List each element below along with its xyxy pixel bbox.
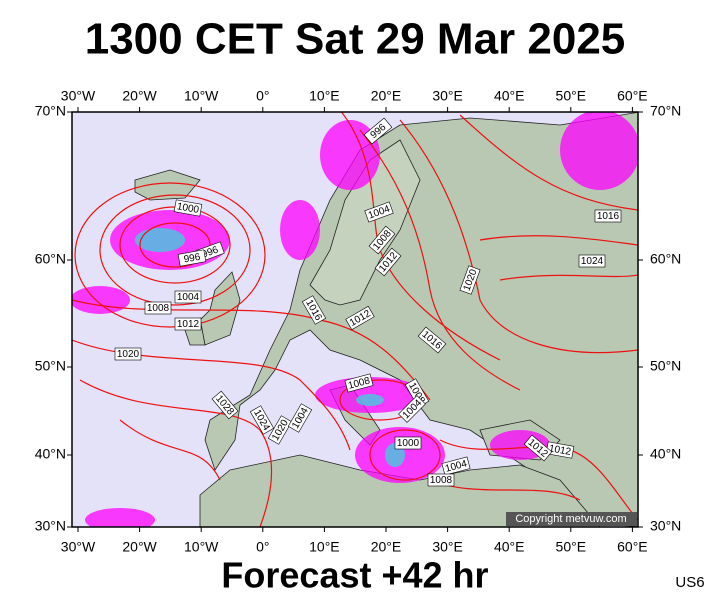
lon-label-top: 30°W <box>61 88 96 104</box>
isobar-label-box <box>173 199 203 217</box>
map-frame <box>71 111 639 528</box>
lat-label-left: 70°N <box>35 103 66 119</box>
isobar-label-text: 1008 <box>430 475 453 486</box>
isobar-label-box <box>363 117 393 145</box>
isobar-label: 1008 <box>427 473 455 487</box>
isobar-label-text: 1012 <box>548 443 572 458</box>
isobar-label-box <box>417 326 447 354</box>
isobar-label-box <box>174 317 202 331</box>
copyright: Copyright metvuw.com <box>515 513 626 525</box>
lon-label-top: 40°E <box>494 88 525 104</box>
lon-label-top: 0° <box>256 88 269 104</box>
isobar-label-text: 1024 <box>581 256 604 267</box>
isobar-label-box <box>344 373 374 393</box>
lon-label-bottom: 40°E <box>494 539 525 555</box>
isobar-label-box <box>374 247 402 277</box>
isobar-label-box <box>427 473 455 487</box>
isobar-label: 1008 <box>344 373 374 393</box>
axes: 30°W 30°W 20°W 20°W 10°W 10°W 0° 0° 10°E 10°E 20°E… <box>35 88 682 555</box>
isobar-label-box <box>249 405 275 435</box>
isobar-label-box <box>364 201 394 223</box>
isobar-label-box <box>177 249 207 267</box>
lat-label-left: 40°N <box>35 446 66 462</box>
isobar-label-box <box>287 403 313 433</box>
isobar-label-box <box>144 301 172 315</box>
isobar-label: 1000 <box>394 436 422 450</box>
isobar-label-box <box>578 254 606 268</box>
isobar-label-box <box>441 456 471 476</box>
isobar-label-text: 996 <box>183 252 202 266</box>
lon-label-top: 30°E <box>432 88 463 104</box>
isobar-label-text: 1016 <box>597 211 620 222</box>
lon-label-bottom: 0° <box>256 539 269 555</box>
isobar-label: 1020 <box>114 347 142 361</box>
isobar-label: 1004 <box>174 290 202 304</box>
copyright-box <box>506 512 637 526</box>
lat-label-right: 40°N <box>650 446 681 462</box>
lon-label-bottom: 20°W <box>122 539 157 555</box>
lat-label-left: 60°N <box>35 251 66 267</box>
lat-label-left: 30°N <box>35 518 66 534</box>
lon-label-bottom: 60°E <box>617 539 648 555</box>
isobar-label-box <box>114 347 142 361</box>
isobar-label: 1012 <box>174 317 202 331</box>
isobar-label-box <box>594 209 622 223</box>
isobar-label-box <box>345 305 375 331</box>
isobar-label-text: 1008 <box>147 303 170 314</box>
isobar-label: 1016 <box>594 209 622 223</box>
isobar-label-text: 1012 <box>177 319 200 330</box>
isobar-label: 1008 <box>144 301 172 315</box>
isobar-label-box <box>459 265 481 295</box>
lon-label-top: 50°E <box>556 88 587 104</box>
lon-label-bottom: 10°W <box>184 539 219 555</box>
map-area: 9961000996996100410081012102010041008101… <box>72 112 638 527</box>
lon-label-bottom: 50°E <box>556 539 587 555</box>
lat-label-right: 50°N <box>650 358 681 374</box>
lon-label-bottom: 30°W <box>61 539 96 555</box>
model-code: US6 <box>675 574 704 591</box>
title: 1300 CET Sat 29 Mar 2025 <box>85 15 626 64</box>
lat-label-right: 30°N <box>650 518 681 534</box>
isobar-label-text: 1000 <box>397 438 420 449</box>
isobar-label-box <box>523 434 553 462</box>
lon-label-top: 10°W <box>184 88 219 104</box>
lon-label-top: 20°E <box>371 88 402 104</box>
lon-label-bottom: 20°E <box>371 539 402 555</box>
isobar-label: 1012 <box>545 441 575 459</box>
lat-label-left: 50°N <box>35 358 66 374</box>
forecast: Forecast +42 hr <box>221 555 488 596</box>
isobar-label: 996 <box>177 249 207 267</box>
isobar-label-box <box>211 390 239 420</box>
isobar-label: 1000 <box>173 199 203 217</box>
isobar-label-box <box>301 295 327 325</box>
isobar-label-box <box>394 436 422 450</box>
isobar-label-box <box>368 225 396 255</box>
isobar-label-box <box>174 290 202 304</box>
isobar-label-text: 1020 <box>117 349 140 360</box>
lon-label-top: 10°E <box>309 88 340 104</box>
lon-label-bottom: 30°E <box>432 539 463 555</box>
isobar-label-text: 1004 <box>177 292 200 303</box>
isobar-label-box <box>398 395 426 423</box>
isobar-label-text: 1000 <box>176 201 200 216</box>
isobar-label: 1004 <box>441 456 471 476</box>
isobar-label-box <box>267 415 293 445</box>
lat-label-right: 70°N <box>650 103 681 119</box>
lon-label-bottom: 10°E <box>309 539 340 555</box>
lat-label-right: 60°N <box>650 251 681 267</box>
lon-label-top: 60°E <box>617 88 648 104</box>
lon-label-top: 20°W <box>122 88 157 104</box>
isobar-label: 1024 <box>578 254 606 268</box>
